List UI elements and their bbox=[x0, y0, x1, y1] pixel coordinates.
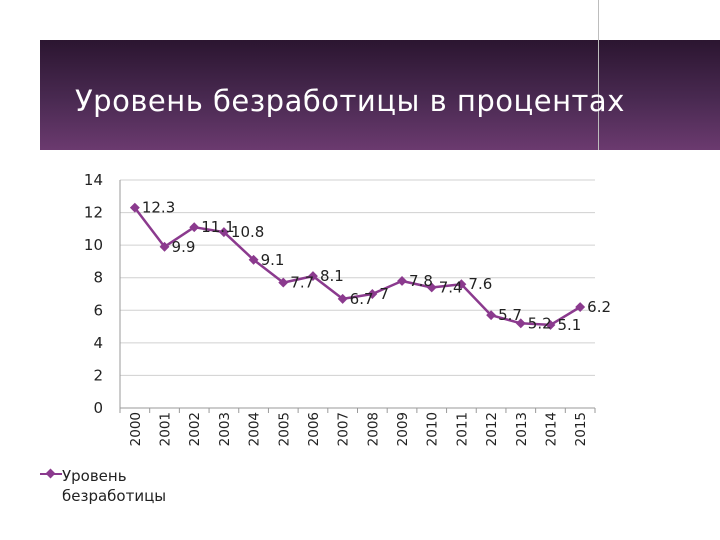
data-point bbox=[545, 319, 556, 330]
x-tick-label: 2001 bbox=[158, 412, 174, 446]
legend-marker-icon bbox=[40, 468, 62, 479]
x-tick-label: 2012 bbox=[484, 412, 500, 446]
data-point bbox=[456, 279, 467, 290]
gridlines bbox=[120, 179, 595, 376]
data-label: 5.7 bbox=[498, 306, 522, 324]
y-tick-label: 0 bbox=[93, 399, 103, 417]
data-labels: 12.3 9.9 11.110.8 9.1 7.7 8.1 6.7 7 7.8 7.4 7.6 5.7… bbox=[142, 199, 611, 334]
data-point bbox=[278, 277, 289, 288]
data-label: 5.1 bbox=[557, 316, 581, 334]
data-label: 7 bbox=[379, 285, 389, 303]
data-label: 9.1 bbox=[261, 251, 285, 269]
y-tick-label: 12 bbox=[84, 204, 103, 222]
y-tick-label: 10 bbox=[84, 236, 103, 254]
x-tick-label: 2011 bbox=[454, 412, 470, 446]
series-layer bbox=[129, 202, 586, 330]
data-point bbox=[426, 282, 437, 293]
data-point bbox=[486, 310, 497, 321]
x-tick-label: 2008 bbox=[365, 412, 381, 446]
y-tick-label: 6 bbox=[93, 301, 103, 319]
data-point bbox=[218, 227, 229, 238]
title-banner bbox=[40, 40, 720, 150]
data-label: 7.4 bbox=[439, 278, 463, 296]
x-tick-label: 2007 bbox=[336, 412, 352, 446]
data-label: 7.6 bbox=[468, 275, 492, 293]
data-point bbox=[397, 276, 407, 286]
x-tick-label: 2014 bbox=[543, 412, 559, 446]
x-tick-label: 2002 bbox=[187, 412, 203, 446]
data-label: 6.2 bbox=[587, 298, 611, 316]
data-label: 7.8 bbox=[409, 272, 433, 290]
y-tick-label: 4 bbox=[93, 334, 103, 352]
y-tick-labels: 0 2 4 6 8 10 12 14 bbox=[84, 171, 103, 417]
data-point bbox=[248, 254, 259, 265]
x-tick-labels: 2000 2001 2002 2003 2004 2005 2006 2007 2008 2009… bbox=[128, 412, 589, 446]
data-label: 7.7 bbox=[290, 274, 314, 292]
slide-title: Уровень безработицы в процентах bbox=[75, 84, 625, 118]
data-point bbox=[129, 202, 140, 213]
y-tick-label: 2 bbox=[93, 366, 103, 384]
decorative-line bbox=[598, 0, 599, 150]
y-tick-label: 14 bbox=[84, 171, 103, 189]
data-point bbox=[337, 293, 348, 304]
data-label: 12.3 bbox=[142, 199, 175, 217]
x-tick-label: 2004 bbox=[247, 412, 263, 446]
series-line bbox=[133, 206, 581, 327]
x-tick-label: 2000 bbox=[128, 412, 144, 446]
data-label: 11.1 bbox=[201, 218, 234, 236]
y-tick-label: 8 bbox=[93, 269, 103, 287]
data-label: 6.7 bbox=[350, 290, 374, 308]
data-point bbox=[515, 318, 526, 329]
data-label: 5.2 bbox=[528, 314, 552, 332]
x-tick-label: 2013 bbox=[514, 412, 530, 446]
x-tick-label: 2006 bbox=[306, 412, 322, 446]
x-tick-label: 2010 bbox=[425, 412, 441, 446]
data-point bbox=[159, 241, 170, 252]
legend-label: Уровень безработицы bbox=[62, 467, 167, 505]
data-label: 9.9 bbox=[172, 238, 196, 256]
x-tick-label: 2015 bbox=[573, 412, 589, 446]
data-point bbox=[367, 289, 378, 299]
x-tick-label: 2005 bbox=[276, 412, 292, 446]
data-point bbox=[308, 271, 318, 282]
data-label: 8.1 bbox=[320, 267, 344, 285]
data-point bbox=[575, 302, 586, 312]
x-tick-label: 2009 bbox=[395, 412, 411, 446]
data-point bbox=[189, 222, 200, 233]
x-tick-label: 2003 bbox=[217, 412, 233, 446]
data-label: 10.8 bbox=[231, 223, 264, 241]
axes bbox=[119, 180, 596, 413]
